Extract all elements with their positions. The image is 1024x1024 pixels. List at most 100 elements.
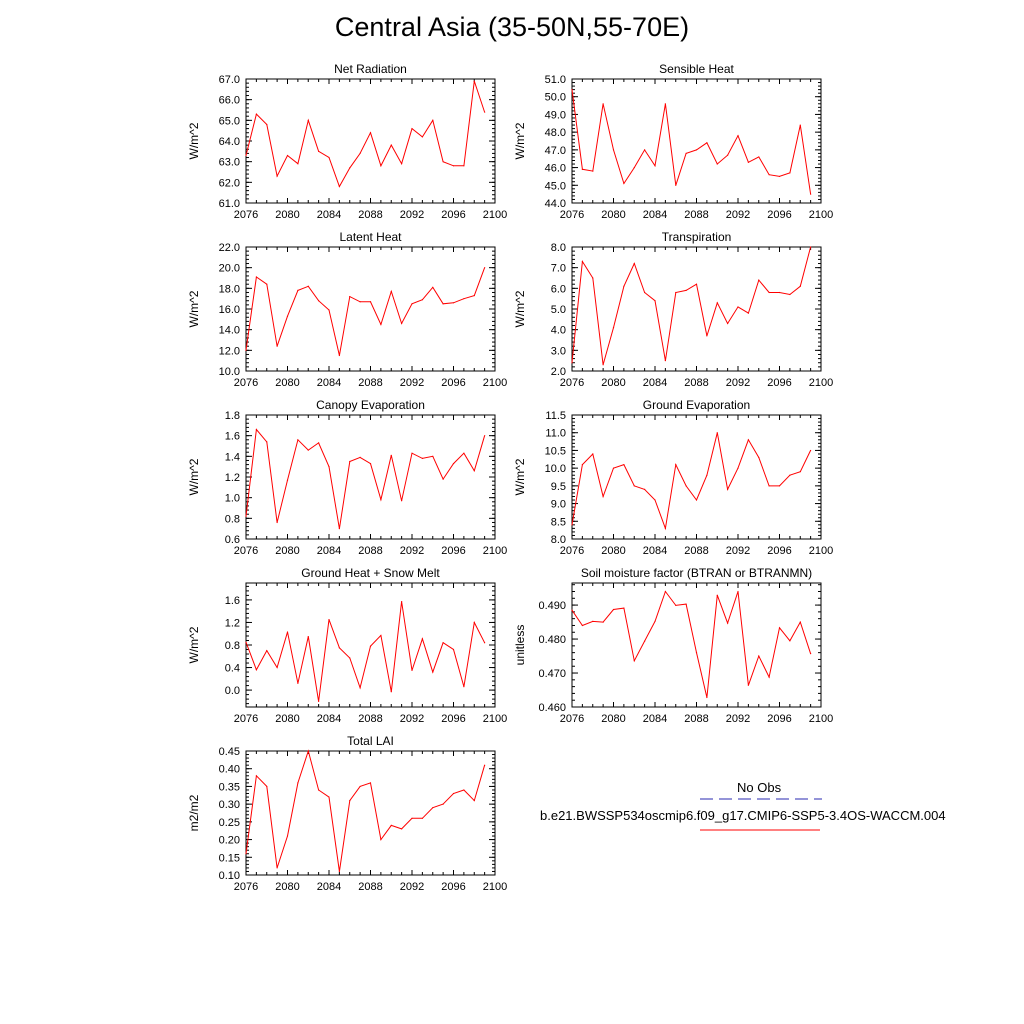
panel-title: Canopy Evaporation [316,398,425,412]
series-line [571,89,812,195]
data-point [401,500,403,502]
data-point [685,485,687,487]
x-tick-label: 2100 [483,881,507,893]
y-tick-label: 1.6 [225,595,240,607]
data-point [778,175,781,178]
x-tick-label: 2088 [684,377,708,389]
data-point [706,335,708,337]
x-tick-label: 2080 [601,713,625,725]
x-tick-label: 2076 [234,881,258,893]
data-point [695,652,698,654]
x-tick-label: 2088 [358,545,382,557]
data-point [421,299,423,301]
data-point [411,452,413,454]
data-point [255,428,257,431]
data-point [799,621,801,623]
x-tick-label: 2084 [643,377,667,389]
data-point [349,296,351,298]
data-point [286,479,289,481]
data-point [571,362,573,364]
y-tick-label: 0.40 [219,764,240,776]
data-point [452,302,455,304]
y-tick-label: 22.0 [219,242,240,254]
x-tick-label: 2100 [483,209,507,221]
data-point [685,603,687,605]
y-tick-label: 65.0 [219,115,240,127]
y-axis-label: W/m^2 [513,290,527,327]
data-point [581,464,583,466]
data-point [411,128,413,130]
data-point [276,521,278,524]
y-tick-label: 0.20 [219,835,240,847]
series-line [245,267,486,356]
x-tick-label: 2088 [358,713,382,725]
y-tick-label: 0.25 [219,817,240,829]
data-point [359,456,361,458]
data-point [484,435,486,437]
data-point [623,285,625,287]
panel-title: Sensible Heat [659,62,734,76]
data-point [727,154,729,156]
data-point [695,283,698,285]
data-point [473,621,475,624]
y-tick-label: 10.0 [545,463,566,475]
x-tick-label: 2076 [234,209,258,221]
data-point [452,648,455,651]
page-title: Central Asia (35-50N,55-70E) [334,12,690,42]
data-point [675,184,677,186]
data-point [789,172,791,174]
x-tick-label: 2084 [643,545,667,557]
y-tick-label: 48.0 [545,127,566,139]
data-point [747,439,749,441]
data-point [255,113,257,115]
data-point [421,638,423,640]
data-point [799,285,801,287]
data-point [799,471,801,473]
data-point [276,867,278,869]
data-point [297,439,299,441]
panel-5: Canopy Evaporation W/m^2 2076 2080 2084 2088 2… [187,398,507,557]
data-point [602,621,604,623]
y-tick-label: 0.10 [219,870,240,882]
data-point [349,167,351,169]
data-point [675,291,677,294]
plot-frame [571,246,822,372]
data-point [706,142,708,144]
data-point [349,657,351,659]
data-point [623,607,625,609]
panel-title: Latent Heat [339,230,402,244]
data-point [612,149,615,151]
data-point [390,290,392,293]
y-axis-label: unitless [513,625,527,666]
data-point [328,796,330,798]
x-tick-label: 2092 [400,377,424,389]
y-tick-label: 46.0 [545,163,566,175]
panel-6: Ground Evaporation W/m^2 2076 2080 2084 2088 2… [513,398,833,557]
data-point [442,161,444,163]
data-point [664,590,666,593]
data-point [369,645,372,647]
data-point [747,161,749,163]
data-point [571,609,573,611]
data-point [571,524,573,526]
y-tick-label: 1.6 [225,431,240,443]
y-tick-label: 5.0 [551,304,566,316]
data-point [768,485,770,487]
data-point [328,466,330,468]
plot-frame [571,582,822,708]
data-point [286,315,289,317]
data-point [349,800,351,802]
y-tick-label: 0.8 [225,640,240,652]
panel-2: Sensible Heat W/m^2 2076 2080 2084 2088 2092 20… [513,62,833,221]
data-point [654,165,656,167]
x-tick-label: 2092 [400,713,424,725]
y-tick-label: 14.0 [219,325,240,337]
data-point [675,604,677,607]
y-tick-label: 16.0 [219,304,240,316]
data-point [727,488,729,490]
data-point [654,620,656,622]
data-point [276,666,278,669]
data-point [286,631,289,633]
series-line [245,601,486,702]
data-point [411,817,413,819]
